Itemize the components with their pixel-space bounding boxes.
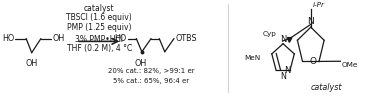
Text: 3% PMP•HCl: 3% PMP•HCl <box>75 35 123 44</box>
Text: THF (0.2 M), 4 °C: THF (0.2 M), 4 °C <box>67 44 132 53</box>
Text: O: O <box>309 57 316 66</box>
Text: N: N <box>284 66 290 75</box>
Text: catalyst: catalyst <box>311 83 342 92</box>
Text: 5% cat.: 65%, 96:4 er: 5% cat.: 65%, 96:4 er <box>113 78 189 84</box>
Text: TBSCl (1.6 equiv): TBSCl (1.6 equiv) <box>67 13 132 22</box>
Text: OH: OH <box>135 59 147 68</box>
Text: N: N <box>280 34 286 43</box>
Text: catalyst: catalyst <box>84 4 115 13</box>
Text: 20% cat.: 82%, >99:1 er: 20% cat.: 82%, >99:1 er <box>108 68 194 74</box>
Text: OH: OH <box>26 59 38 68</box>
Text: PMP (1.25 equiv): PMP (1.25 equiv) <box>67 23 132 32</box>
Text: N: N <box>307 17 314 26</box>
Polygon shape <box>288 38 292 42</box>
Text: MeN: MeN <box>245 55 261 61</box>
Text: i-Pr: i-Pr <box>313 2 325 8</box>
Text: OH: OH <box>52 34 64 43</box>
Text: HO: HO <box>2 34 14 43</box>
Text: HO: HO <box>115 34 127 43</box>
Text: Cyp: Cyp <box>263 31 277 37</box>
Text: N: N <box>280 72 286 81</box>
Text: OMe: OMe <box>341 62 358 68</box>
Text: OTBS: OTBS <box>175 34 197 43</box>
